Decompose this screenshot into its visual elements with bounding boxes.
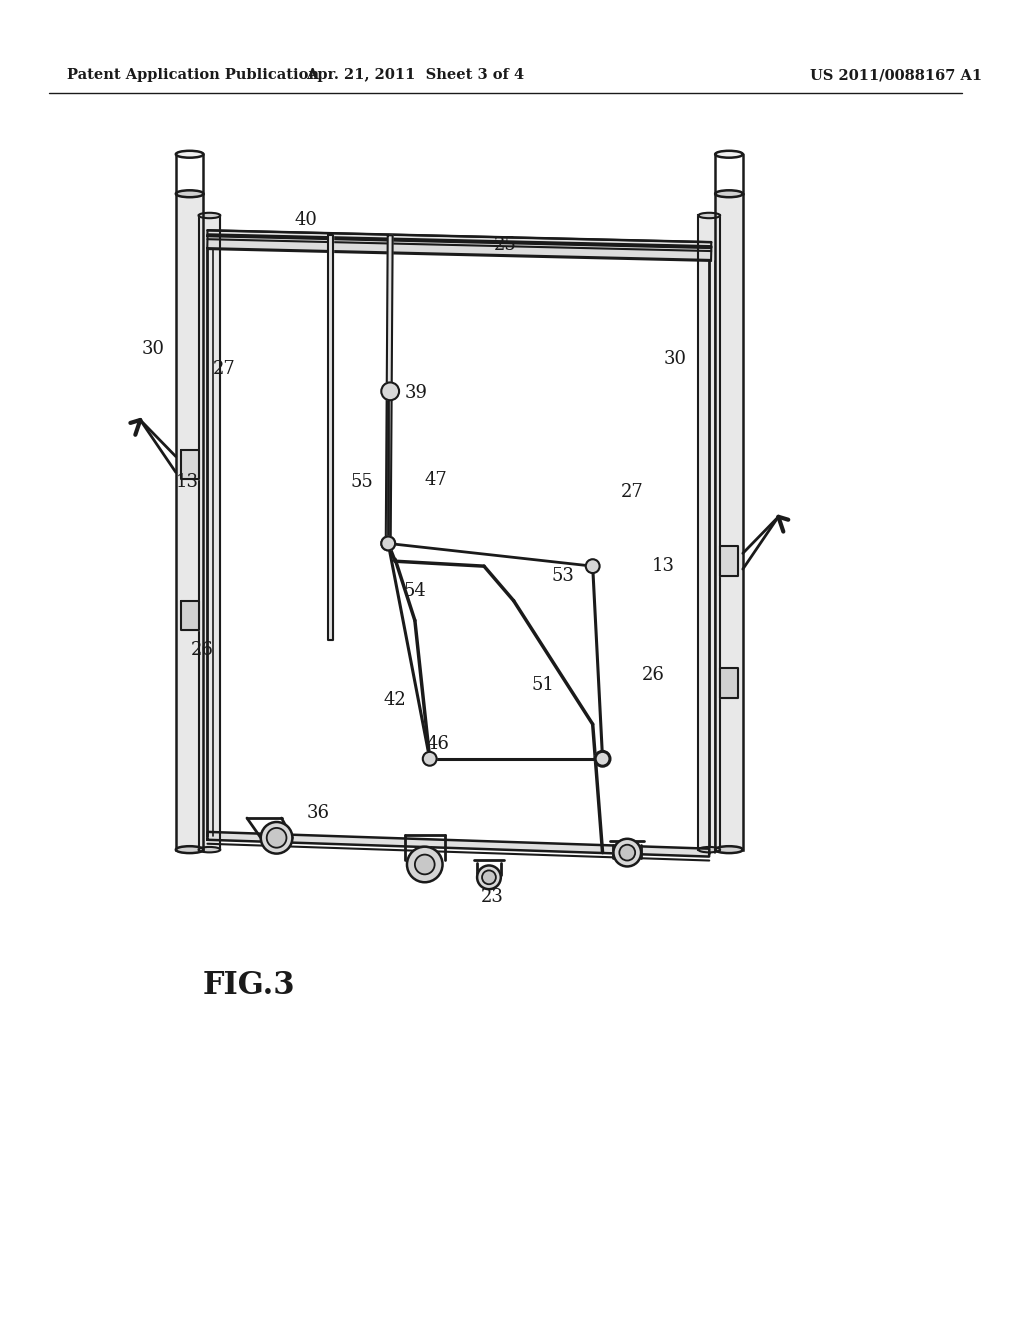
Text: 27: 27 <box>212 359 236 378</box>
Text: 54: 54 <box>403 582 426 599</box>
Circle shape <box>381 536 395 550</box>
Ellipse shape <box>698 847 720 853</box>
Circle shape <box>596 752 609 766</box>
Polygon shape <box>207 234 712 260</box>
Ellipse shape <box>715 846 742 853</box>
Text: 27: 27 <box>621 483 643 502</box>
Circle shape <box>415 854 434 874</box>
Polygon shape <box>181 450 199 479</box>
Polygon shape <box>720 668 738 697</box>
Text: 25: 25 <box>494 236 517 255</box>
Circle shape <box>381 536 395 550</box>
Polygon shape <box>698 215 720 850</box>
Circle shape <box>613 838 641 866</box>
Text: 46: 46 <box>427 735 450 752</box>
Text: 30: 30 <box>664 350 687 368</box>
Circle shape <box>595 751 610 767</box>
Text: 53: 53 <box>551 568 574 585</box>
Ellipse shape <box>715 190 742 197</box>
Text: 40: 40 <box>294 211 317 230</box>
Text: US 2011/0088167 A1: US 2011/0088167 A1 <box>810 69 982 82</box>
Text: 39: 39 <box>406 384 428 403</box>
Polygon shape <box>199 215 220 850</box>
Polygon shape <box>176 194 204 850</box>
Circle shape <box>620 845 635 861</box>
Polygon shape <box>329 235 334 640</box>
Circle shape <box>407 846 442 882</box>
Ellipse shape <box>176 190 204 197</box>
Text: Patent Application Publication: Patent Application Publication <box>68 69 319 82</box>
Polygon shape <box>207 832 710 857</box>
Ellipse shape <box>698 213 720 218</box>
Text: FIG.3: FIG.3 <box>203 970 295 1002</box>
Text: Apr. 21, 2011  Sheet 3 of 4: Apr. 21, 2011 Sheet 3 of 4 <box>306 69 524 82</box>
Text: 30: 30 <box>141 339 164 358</box>
Text: 47: 47 <box>425 471 447 490</box>
Text: 55: 55 <box>350 473 374 491</box>
Circle shape <box>261 822 293 854</box>
Text: 26: 26 <box>642 665 665 684</box>
Text: 36: 36 <box>306 804 330 822</box>
Polygon shape <box>720 546 738 576</box>
Ellipse shape <box>199 213 220 218</box>
Text: 23: 23 <box>481 888 504 906</box>
Polygon shape <box>715 194 742 850</box>
Text: 26: 26 <box>190 642 214 659</box>
Text: 42: 42 <box>383 690 407 709</box>
Ellipse shape <box>176 846 204 853</box>
Ellipse shape <box>176 150 204 157</box>
Text: 51: 51 <box>531 676 554 694</box>
Circle shape <box>477 866 501 890</box>
Circle shape <box>586 560 600 573</box>
Text: 13: 13 <box>652 557 675 576</box>
Polygon shape <box>181 601 199 631</box>
Text: 13: 13 <box>176 473 199 491</box>
Circle shape <box>482 870 496 884</box>
Ellipse shape <box>715 150 742 157</box>
Circle shape <box>423 752 436 766</box>
Ellipse shape <box>199 847 220 853</box>
Polygon shape <box>386 235 392 544</box>
Polygon shape <box>208 230 712 248</box>
Circle shape <box>266 828 287 847</box>
Circle shape <box>381 383 399 400</box>
